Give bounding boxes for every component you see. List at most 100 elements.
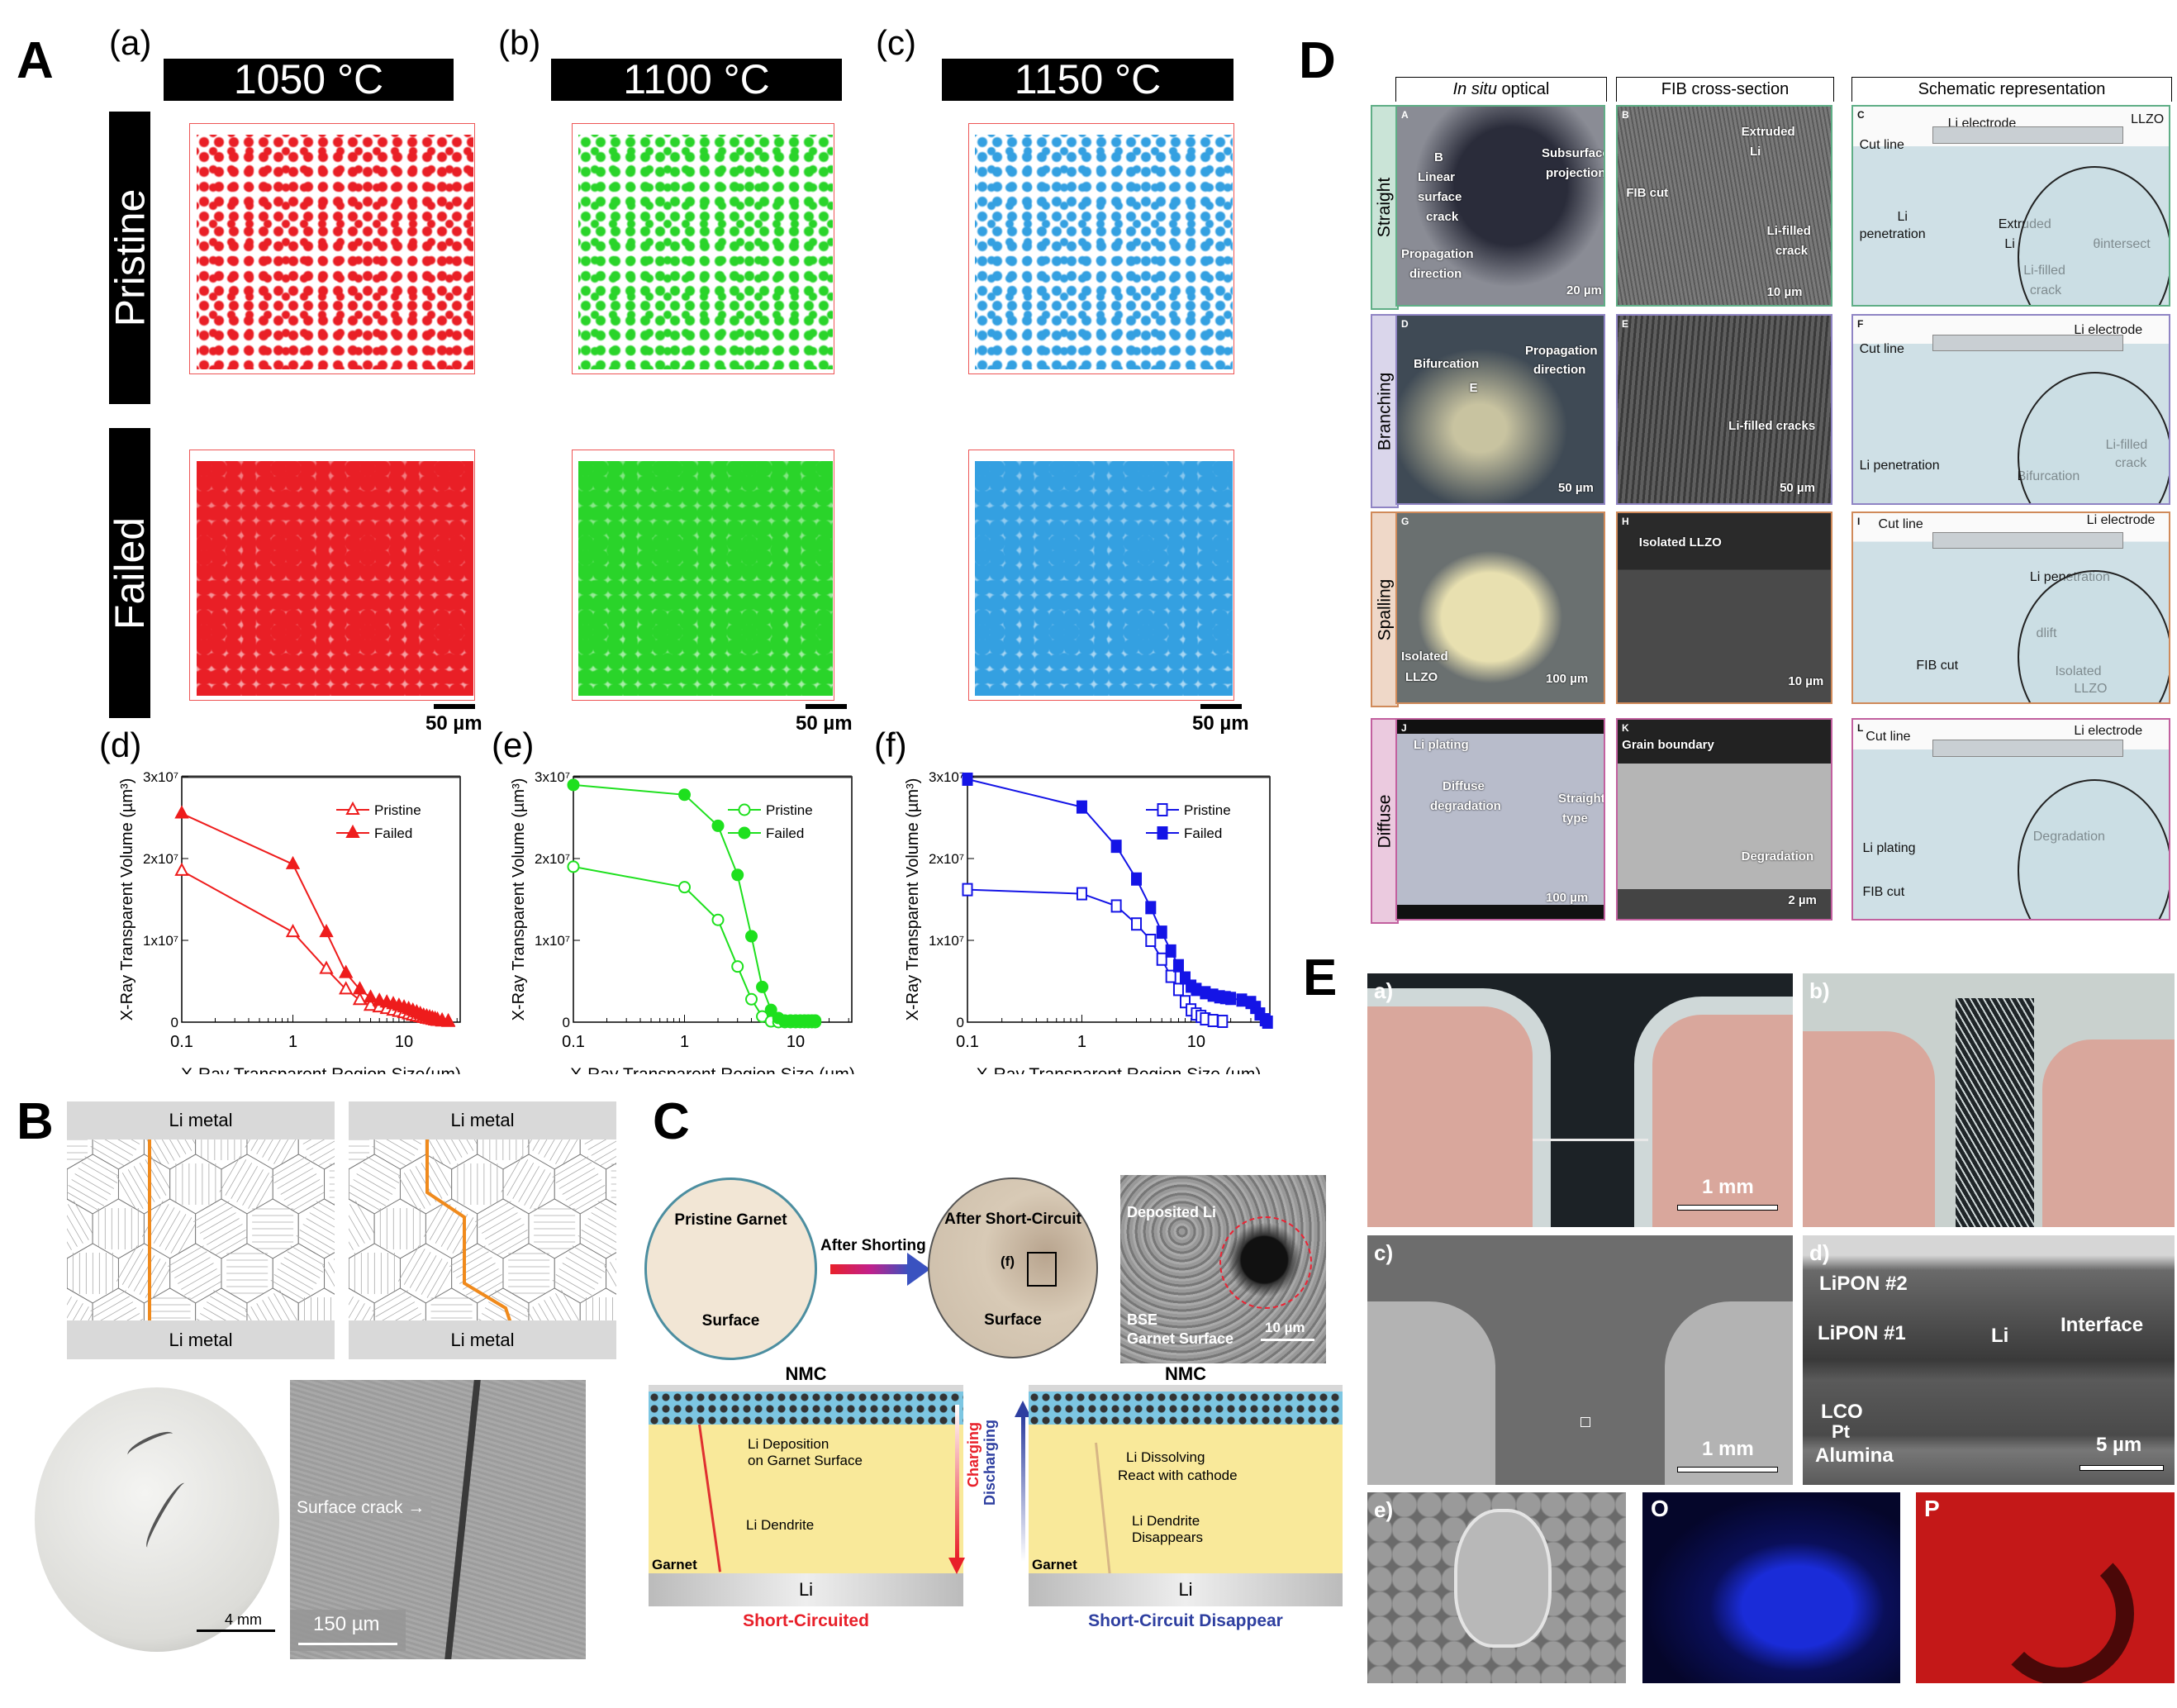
- annotation: Degradation: [1741, 849, 1814, 864]
- grain-hatch: [312, 1206, 335, 1228]
- grain-hatch: [127, 1169, 150, 1206]
- short-circuit-disappear-schematic: Li Dissolving React with cathode Li Dend…: [1029, 1385, 1343, 1606]
- grain-hatch: [212, 1235, 250, 1257]
- data-point: [1236, 993, 1248, 1007]
- data-point: [678, 881, 692, 894]
- grain-hatch: [524, 1169, 545, 1206]
- layer-alumina: Alumina: [1815, 1444, 1894, 1467]
- grain-hatch: [366, 1156, 403, 1178]
- grain-hatch: [199, 1212, 236, 1234]
- x-axis-label: X-Ray Transparent Region Size (µm): [977, 1065, 1262, 1074]
- grain-hatch: [127, 1252, 150, 1288]
- pellet-photo: [35, 1387, 279, 1652]
- interface-label: Interface: [2061, 1314, 2144, 1336]
- series-failed: [567, 778, 822, 1027]
- grain-hatch: [591, 1212, 616, 1234]
- annotation: Isolated: [1401, 649, 1448, 664]
- annotation: FIB cut: [1916, 659, 1959, 673]
- grain-hatch: [372, 1145, 409, 1168]
- li-electrode-slab: [1932, 334, 2123, 351]
- image-d-scale-label: 5 µm: [2096, 1434, 2142, 1456]
- garnet-surface-label: Garnet Surface: [1127, 1330, 1234, 1347]
- data-point: [1156, 952, 1167, 966]
- y-tick-label: 2x10⁷: [535, 851, 570, 867]
- chart-f: 0.1 1 10 0 1x10⁷ 2x10⁷ 3x10⁷ X-Ray Transparent …: [904, 769, 1273, 1074]
- bounding-box: [189, 123, 476, 374]
- subpanel-c-label: (c): [876, 23, 916, 62]
- particle: [1454, 1509, 1552, 1648]
- straight-optical-image: A B Linear surface crack Subsurface projection…: [1395, 105, 1605, 307]
- grain-hatch: [559, 1168, 596, 1189]
- pore-network: [197, 135, 474, 370]
- grain-hatch: [236, 1166, 259, 1202]
- tomography-render: [942, 438, 1272, 731]
- grain-hatch: [159, 1211, 181, 1247]
- annotation: Bifurcation: [1414, 356, 1480, 371]
- data-point: [1172, 982, 1184, 997]
- image-tag: J: [1401, 722, 1407, 734]
- annotation: Li: [1749, 144, 1761, 159]
- data-point: [440, 1012, 456, 1027]
- crack-mark: [140, 1479, 192, 1552]
- grain-hatch: [71, 1179, 108, 1201]
- y-tick-label: 1x10⁷: [535, 933, 570, 949]
- grain-hatch: [90, 1145, 127, 1168]
- scale-bar-label-b: 50 µm: [796, 712, 853, 735]
- grain-hatch: [279, 1290, 301, 1326]
- electrode-pad: [1665, 1301, 1793, 1485]
- scale-bar-photo: [197, 1629, 275, 1632]
- grain-hatch: [273, 1162, 311, 1183]
- data-point: [1145, 901, 1157, 915]
- scale-bar-label-c: 50 µm: [1192, 712, 1249, 735]
- data-point: [1145, 934, 1157, 947]
- current-collector: [1029, 1385, 1343, 1392]
- grain-hatch: [491, 1296, 528, 1317]
- data-point: [339, 981, 354, 995]
- data-point: [1179, 971, 1191, 985]
- data-point: [1165, 944, 1176, 958]
- electrode-pad: [2042, 1040, 2175, 1227]
- image-tag: H: [1622, 516, 1629, 527]
- bse-scale-bar: [1261, 1339, 1314, 1341]
- grain-hatch: [594, 1206, 616, 1228]
- annotation: Diffuse: [1443, 779, 1485, 794]
- column-header-rest: optical: [1496, 80, 1550, 98]
- grain-hatch: [67, 1211, 78, 1247]
- legend-marker: [738, 826, 751, 840]
- chart-e: 0.1 1 10 0 1x10⁷ 2x10⁷ 3x10⁷ X-Ray Transparent …: [510, 769, 855, 1074]
- grain-hatch: [74, 1173, 112, 1195]
- legend-marker: [345, 801, 360, 815]
- grain-hatch: [309, 1212, 335, 1234]
- image-e-tag: e): [1374, 1497, 1394, 1522]
- data-point: [1262, 1016, 1273, 1029]
- grain-hatch: [469, 1279, 506, 1301]
- grain-hatch: [97, 1301, 134, 1323]
- grain-hatch: [453, 1251, 489, 1273]
- grain-hatch: [562, 1263, 599, 1284]
- bounding-box: [968, 123, 1234, 374]
- annotation: Li plating: [1414, 737, 1469, 752]
- li-metal-bottom-right: Li metal: [349, 1320, 616, 1359]
- legend-marker: [1157, 803, 1168, 816]
- image-b-tag: b): [1809, 978, 1830, 1003]
- panel-c-label: C: [653, 1093, 690, 1150]
- data-point: [1110, 899, 1122, 913]
- grain-hatch: [316, 1145, 335, 1168]
- magnified-inset: [2017, 569, 2169, 702]
- bse-label: BSE: [1127, 1311, 1158, 1328]
- grain-hatch: [188, 1279, 224, 1301]
- charging-arrow-head-icon: [948, 1558, 965, 1574]
- grain-hatch: [581, 1230, 616, 1251]
- grain-hatch: [206, 1301, 243, 1323]
- scale-label-sem: 150 µm: [313, 1613, 380, 1635]
- grain-hatch: [449, 1245, 486, 1268]
- li-electrode-slab: [1932, 740, 2123, 758]
- annotation: B: [1434, 150, 1443, 164]
- data-point: [711, 913, 725, 926]
- grain-hatch: [474, 1201, 511, 1223]
- grain-hatch: [421, 1163, 443, 1199]
- grain-hatch: [403, 1249, 425, 1285]
- grain-hatch: [587, 1218, 616, 1239]
- grain-hatch: [309, 1135, 335, 1156]
- sem-image-c: c) 1 mm: [1367, 1235, 1793, 1485]
